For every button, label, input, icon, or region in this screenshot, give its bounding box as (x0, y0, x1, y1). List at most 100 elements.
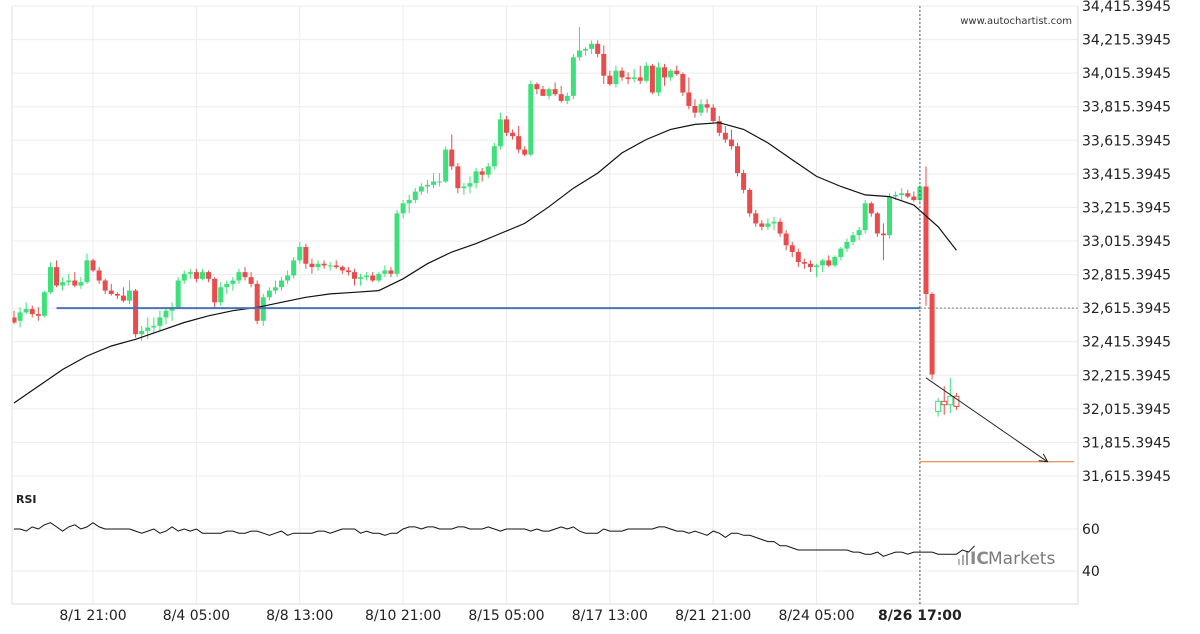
candle (643, 62, 649, 83)
candle-body (759, 223, 765, 227)
candle-body (631, 77, 637, 80)
candle (783, 230, 789, 251)
time-tick-label: 8/4 05:00 (163, 608, 230, 624)
candle-body (832, 257, 838, 266)
candle-body (151, 325, 157, 328)
candle-body (570, 57, 576, 96)
candle (704, 99, 710, 113)
candle (193, 268, 199, 283)
candle (698, 99, 704, 117)
candle-body (777, 221, 783, 234)
candle (260, 293, 266, 326)
candle (218, 282, 224, 306)
candle (388, 267, 394, 278)
candle-body (242, 272, 248, 278)
candle-body (905, 193, 911, 197)
candle-body (741, 173, 747, 190)
candle (443, 146, 449, 184)
price-tick-label: 32,215.3945 (1082, 368, 1171, 384)
time-tick-label: 8/26 17:00 (878, 608, 962, 624)
candle-body (911, 196, 917, 200)
candle (522, 146, 528, 157)
candle (497, 112, 503, 150)
candle-body (60, 282, 66, 286)
candle-body (29, 309, 35, 315)
candle-body (467, 183, 473, 187)
candle (887, 193, 893, 239)
candle-body (558, 94, 564, 101)
candle-body (686, 92, 692, 106)
candle (139, 325, 145, 341)
brand-prefix: IC (970, 549, 989, 569)
candle (163, 307, 169, 325)
candle (564, 92, 570, 105)
price-tick-label: 32,015.3945 (1082, 402, 1171, 418)
candle (662, 63, 668, 86)
candle (491, 142, 497, 170)
candle-body (272, 287, 278, 291)
candle-body (291, 260, 297, 276)
candle (935, 398, 942, 417)
candle (364, 272, 370, 281)
candle (862, 199, 868, 234)
brand-logo: IC Markets (958, 549, 1055, 569)
candle-body (175, 280, 181, 308)
candle-body (607, 75, 613, 85)
candle-body (145, 327, 151, 331)
candle-body (254, 283, 260, 321)
price-tick-label: 32,615.3945 (1082, 301, 1171, 317)
candle (437, 173, 443, 187)
candle (127, 280, 133, 305)
candle (382, 265, 388, 278)
candle-body (212, 278, 218, 303)
candle-body (497, 119, 503, 147)
moving-average (13, 122, 957, 404)
candle (552, 82, 558, 96)
candle-body (388, 270, 394, 274)
candle (467, 176, 473, 194)
candle-body (503, 119, 509, 133)
candle (655, 62, 661, 96)
candle (546, 87, 552, 100)
candle-body (887, 196, 893, 236)
candle-body (838, 248, 844, 258)
candle (631, 69, 637, 83)
candle (339, 265, 345, 274)
candle (84, 253, 90, 284)
candle-body (485, 166, 491, 175)
candle (607, 70, 613, 86)
candle (11, 310, 17, 325)
candle-body (339, 267, 345, 271)
candle-body (120, 295, 126, 301)
candle (771, 216, 777, 231)
candle-body (139, 330, 145, 335)
candle (753, 210, 759, 227)
candle (151, 317, 157, 333)
candle (54, 260, 60, 288)
candle-body (564, 95, 570, 101)
candle (72, 272, 78, 288)
time-tick-label: 8/21 21:00 (675, 608, 751, 624)
candle-body (735, 146, 741, 174)
candle (649, 63, 655, 95)
candle-body (534, 84, 540, 90)
candle (826, 255, 832, 268)
candle (868, 201, 874, 217)
time-tick-label: 8/24 05:00 (778, 608, 854, 624)
candle-body (345, 270, 351, 273)
rsi-grid-lines (12, 528, 1078, 572)
candle-body (510, 132, 516, 137)
candle-body (443, 149, 449, 182)
candle-body (17, 312, 23, 321)
candle (461, 183, 467, 195)
candle-body (437, 181, 443, 183)
candle (303, 243, 309, 269)
axes: 34,415.3945 34,215.3945 34,015.3945 33,815.… (11, 0, 1171, 624)
candle (686, 77, 692, 110)
candle (297, 241, 303, 264)
candle-body (820, 260, 826, 266)
candle-body (522, 149, 528, 155)
candle-body (473, 171, 479, 184)
candle (680, 72, 686, 96)
